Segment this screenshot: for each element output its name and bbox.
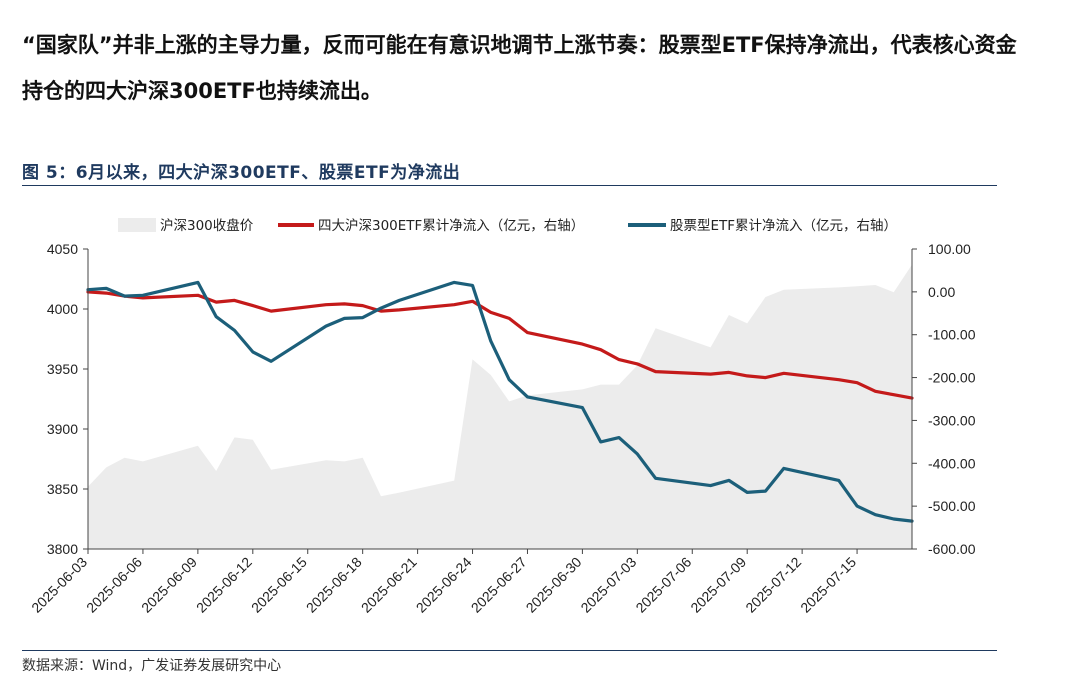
x-tick-label: 2025-06-18: [303, 554, 365, 616]
legend-label-blue: 股票型ETF累计净流入（亿元，右轴）: [670, 218, 897, 234]
y-right-tick-label: -300.00: [928, 412, 976, 428]
y-left-tick-label: 4000: [47, 301, 78, 317]
x-tick-label: 2025-07-06: [632, 554, 694, 616]
x-tick-label: 2025-07-12: [742, 554, 804, 616]
y-right-tick-label: 0.00: [928, 284, 955, 300]
y-right-tick-label: -500.00: [928, 498, 976, 514]
legend: 沪深300收盘价 四大沪深300ETF累计净流入（亿元，右轴） 股票型ETF累计…: [118, 217, 897, 234]
x-tick-label: 2025-07-15: [797, 554, 859, 616]
x-tick-label: 2025-06-12: [193, 554, 255, 616]
area-layer: [88, 264, 912, 549]
x-tick-label: 2025-06-09: [138, 554, 200, 616]
line-series-hs300-etf: [86, 290, 914, 400]
y-right-tick-label: -100.00: [928, 327, 976, 343]
x-tick-label: 2025-06-15: [248, 554, 310, 616]
line-layer: [86, 280, 914, 523]
figure-title: 图 5：6月以来，四大沪深300ETF、股票ETF为净流出: [22, 163, 461, 183]
y-left-tick-label: 3950: [47, 361, 78, 377]
legend-label-red: 四大沪深300ETF累计净流入（亿元，右轴）: [318, 218, 584, 234]
y-left-tick-label: 3800: [47, 541, 78, 557]
title-rule: [22, 185, 997, 186]
x-tick-label: 2025-06-21: [358, 554, 420, 616]
line-series-stock-etf: [86, 280, 914, 523]
source-rule: [22, 650, 997, 651]
legend-swatch-area: [118, 218, 156, 232]
source-note: 数据来源：Wind，广发证券发展研究中心: [22, 658, 282, 674]
x-tick-label: 2025-06-24: [413, 554, 475, 616]
y-right-tick-label: 100.00: [928, 241, 971, 257]
y-right-tick-label: -600.00: [928, 541, 976, 557]
x-tick-label: 2025-06-30: [523, 554, 585, 616]
x-tick-label: 2025-07-03: [577, 554, 639, 616]
y-right-tick-label: -200.00: [928, 370, 976, 386]
chart: 沪深300收盘价 四大沪深300ETF累计净流入（亿元，右轴） 股票型ETF累计…: [28, 217, 976, 616]
y-left-tick-label: 3850: [47, 481, 78, 497]
x-tick-label: 2025-07-09: [687, 554, 749, 616]
intro-paragraph: “国家队”并非上涨的主导力量，反而可能在有意识地调节上涨节奏：股票型ETF保持净…: [22, 33, 1017, 103]
legend-label-area: 沪深300收盘价: [160, 217, 254, 234]
y-left-tick-label: 4050: [47, 241, 78, 257]
x-tick-label: 2025-06-03: [28, 554, 90, 616]
area-series-hs300-close: [88, 264, 912, 549]
y-left-tick-label: 3900: [47, 421, 78, 437]
x-tick-label: 2025-06-06: [83, 554, 145, 616]
y-right-tick-label: -400.00: [928, 455, 976, 471]
x-tick-label: 2025-06-27: [468, 554, 530, 616]
